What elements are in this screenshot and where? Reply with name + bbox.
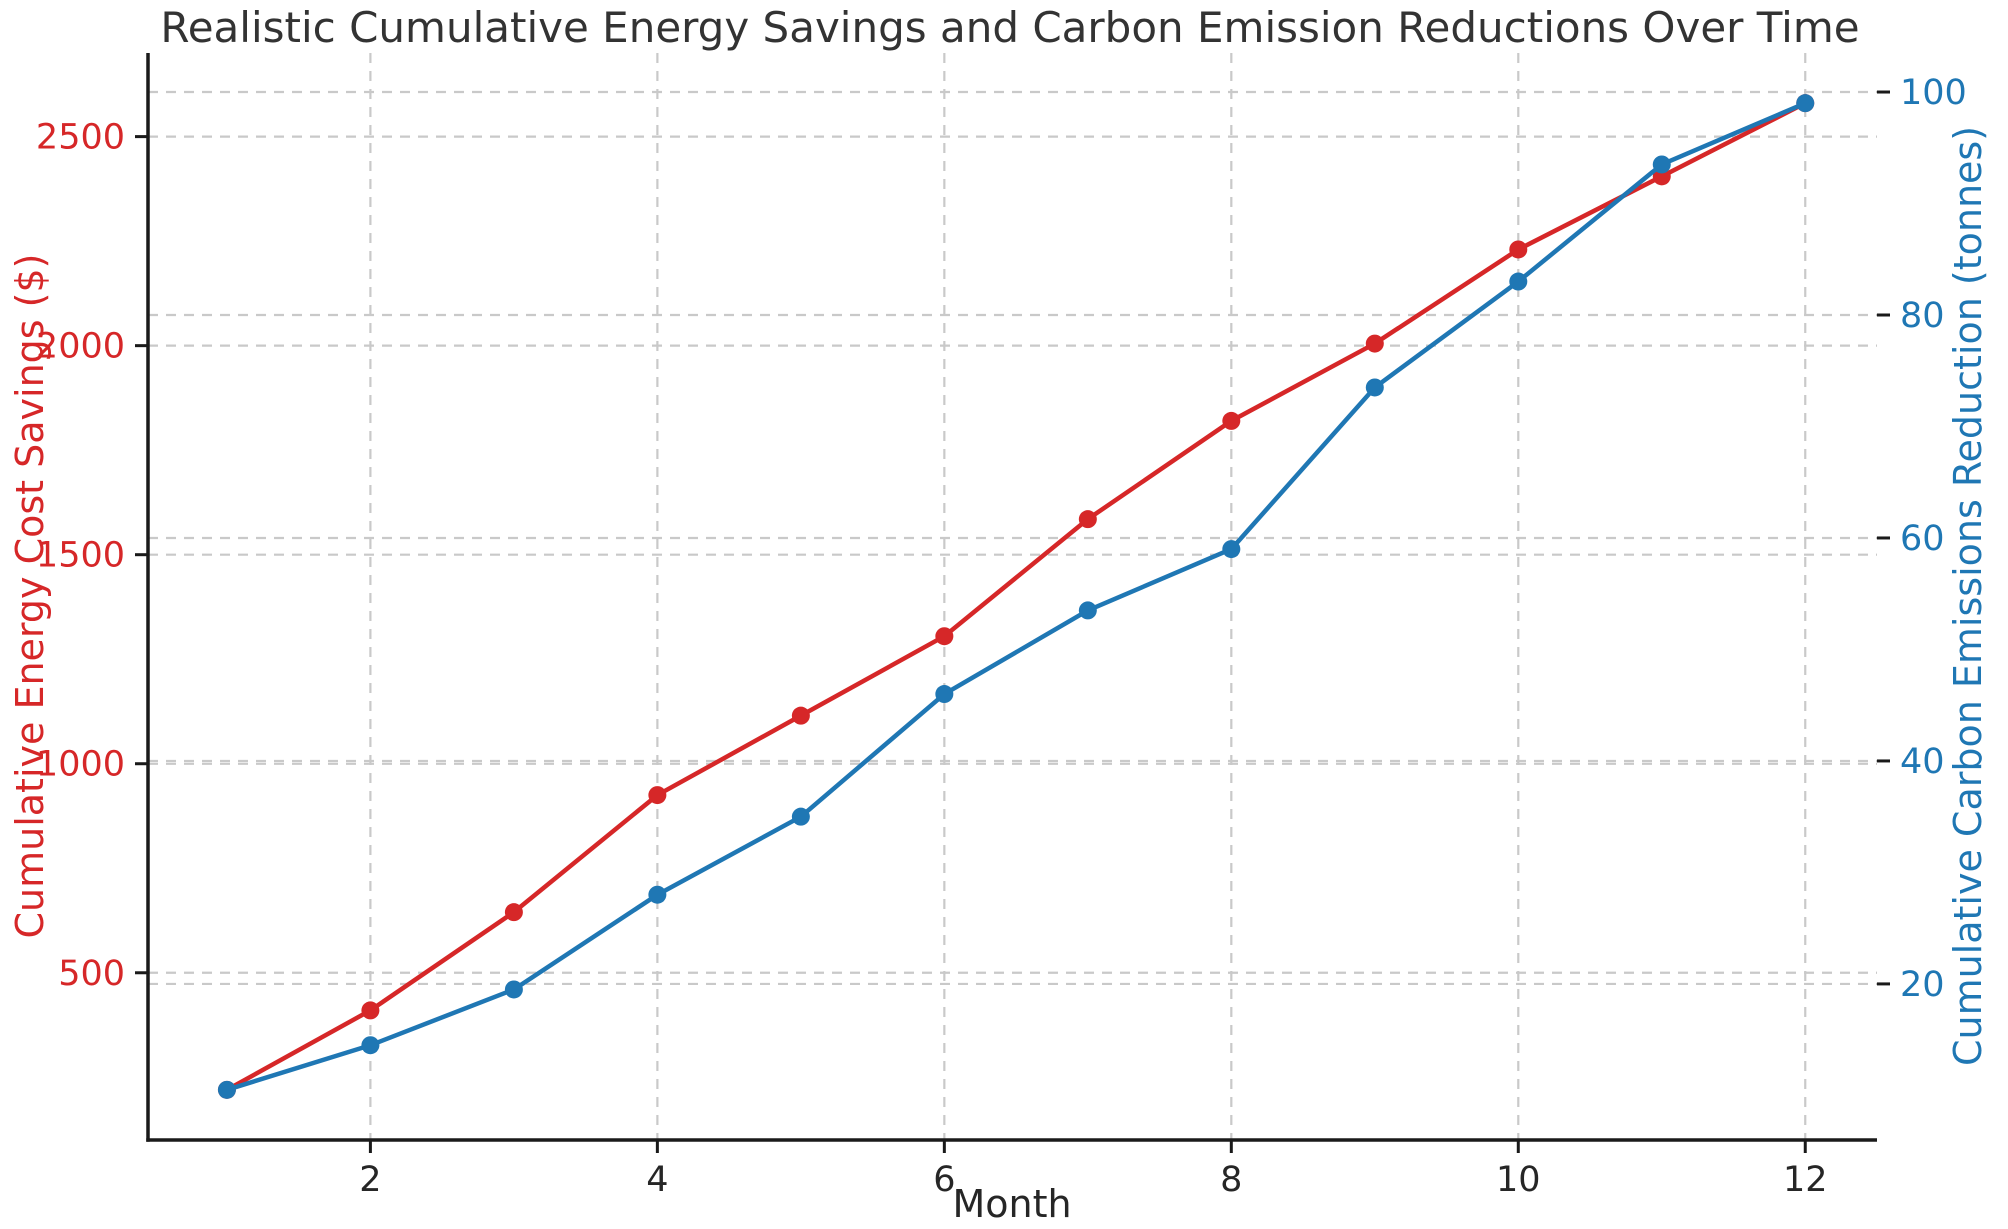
series-line bbox=[224, 100, 1808, 1093]
data-point-marker bbox=[1796, 94, 1815, 113]
tick-labels: 500 1000 1500 2000 2500 20 40 60 80 100 2 4 6 8 10 12 bbox=[36, 73, 1967, 1200]
grid-layer bbox=[148, 53, 1877, 1140]
right-axis-tick-label: 60 bbox=[1900, 519, 1945, 559]
right-axis-tick-label: 40 bbox=[1900, 742, 1945, 782]
x-axis-label: Month bbox=[952, 1182, 1072, 1226]
left-axis-tick-label: 2500 bbox=[36, 118, 125, 158]
right-axis-tick-label: 20 bbox=[1900, 965, 1945, 1005]
chart-title: Realistic Cumulative Energy Savings and … bbox=[160, 3, 1860, 52]
data-point-marker bbox=[935, 627, 954, 646]
left-axis-tick-label: 2000 bbox=[36, 327, 125, 367]
series-line bbox=[224, 100, 1808, 1093]
left-axis-tick-label: 1500 bbox=[36, 536, 125, 576]
data-point-marker bbox=[1365, 378, 1384, 397]
x-axis-tick-label: 8 bbox=[1220, 1160, 1242, 1200]
data-point-marker bbox=[1509, 240, 1528, 259]
data-point-marker bbox=[648, 885, 667, 904]
data-point-marker bbox=[504, 903, 523, 922]
data-point-marker bbox=[1365, 334, 1384, 353]
data-point-marker bbox=[1509, 272, 1528, 291]
x-axis-tick-label: 4 bbox=[646, 1160, 668, 1200]
data-point-marker bbox=[1222, 411, 1241, 430]
data-point-marker bbox=[1078, 601, 1097, 620]
right-axis-tick-label: 100 bbox=[1900, 73, 1967, 113]
data-point-marker bbox=[791, 807, 810, 826]
left-axis-tick-label: 1000 bbox=[36, 745, 125, 785]
x-axis-tick-label: 6 bbox=[933, 1160, 955, 1200]
data-point-marker bbox=[1078, 510, 1097, 529]
left-axis-tick-label: 500 bbox=[58, 954, 125, 994]
data-point-marker bbox=[504, 980, 523, 999]
data-point-marker bbox=[361, 1001, 380, 1020]
x-axis-tick-label: 12 bbox=[1783, 1160, 1828, 1200]
series-carbon-reduction bbox=[217, 94, 1815, 1099]
tick-marks bbox=[135, 90, 1890, 1153]
data-point-marker bbox=[361, 1036, 380, 1055]
data-point-marker bbox=[217, 1080, 236, 1099]
data-point-marker bbox=[935, 685, 954, 704]
series-energy-savings bbox=[217, 94, 1815, 1099]
data-point-marker bbox=[1222, 540, 1241, 559]
data-point-marker bbox=[791, 706, 810, 725]
data-point-marker bbox=[1652, 155, 1671, 174]
right-axis-tick-label: 80 bbox=[1900, 296, 1945, 336]
axis-spines bbox=[146, 53, 1877, 1142]
x-axis-tick-label: 10 bbox=[1496, 1160, 1541, 1200]
data-point-marker bbox=[648, 786, 667, 805]
x-axis-tick-label: 2 bbox=[359, 1160, 381, 1200]
